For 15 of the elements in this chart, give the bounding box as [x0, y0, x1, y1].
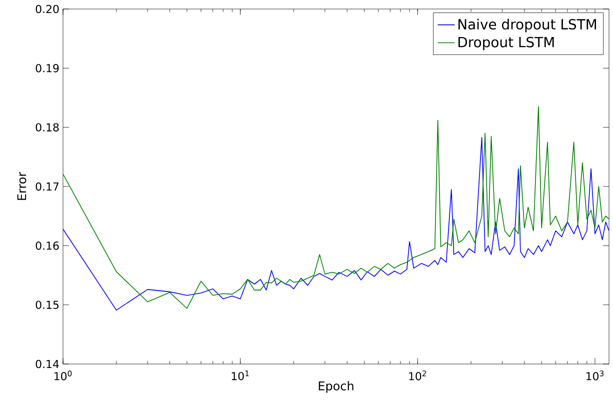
y-tick-label: 0.19 — [36, 64, 59, 72]
legend-label: Dropout LSTM — [458, 36, 554, 50]
x-tick-label: 10$^{0}$ — [54, 370, 72, 380]
y-tick-label: 0.16 — [36, 242, 59, 250]
y-tick-label: 0.15 — [36, 300, 59, 309]
legend-label: Naive dropout LSTM — [458, 18, 596, 32]
x-axis-title: Epoch — [318, 381, 354, 393]
y-tick-label: 0.17 — [36, 182, 59, 191]
y-axis-title: Error — [17, 172, 26, 200]
y-tick-label: 0.14 — [36, 360, 59, 368]
x-tick-label: 10$^{3}$ — [586, 370, 604, 380]
y-tick-label: 0.18 — [36, 123, 59, 132]
y-tick-label: 0.20 — [36, 4, 59, 14]
x-tick-label: 10$^{1}$ — [232, 370, 249, 380]
x-tick-label: 10$^{2}$ — [409, 370, 426, 380]
